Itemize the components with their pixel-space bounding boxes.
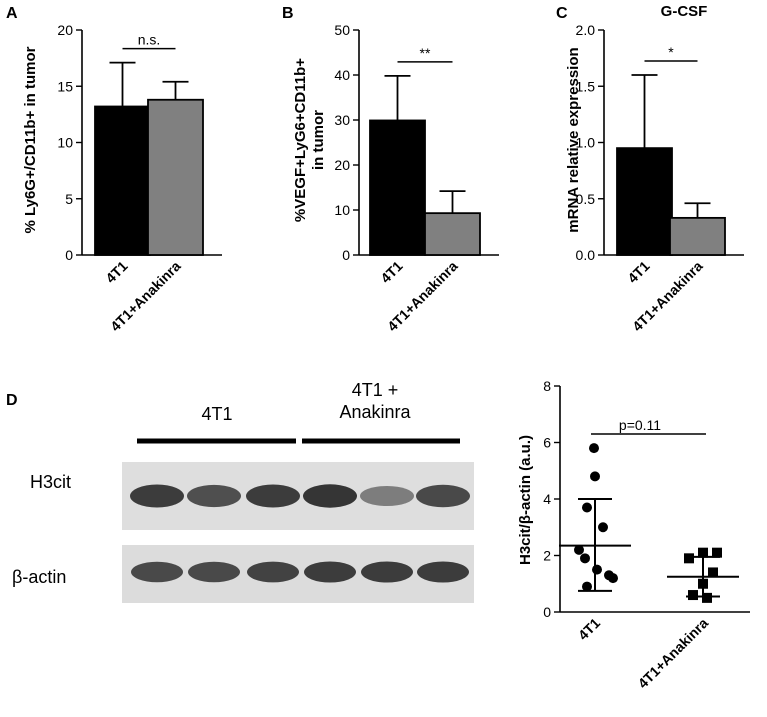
chart-c-title: G-CSF	[661, 3, 708, 20]
blot-row-label-actin: β-actin	[12, 567, 66, 587]
blot-band-h3cit	[246, 484, 300, 508]
chart-b-y-tick-label: 40	[334, 67, 350, 83]
chart-c-y-tick-label: 1.0	[576, 135, 596, 151]
chart-c-y-tick-label: 0.5	[576, 191, 596, 207]
blot-band-actin	[361, 561, 413, 583]
chart-b-y-axis-label-line2: in tumor	[310, 110, 327, 170]
chart-a-significance-label: n.s.	[138, 32, 161, 48]
chart-a-y-tick-label: 20	[57, 22, 73, 38]
blot-group-label-anakinra-line2: Anakinra	[339, 402, 411, 422]
chart-d-point-square	[684, 553, 694, 564]
chart-b-category-label: 4T1	[377, 258, 406, 287]
blot-band-actin	[304, 561, 356, 583]
chart-d-y-tick-label: 6	[543, 435, 551, 451]
chart-c-bar	[669, 216, 726, 256]
blot-band-h3cit	[416, 484, 470, 508]
chart-d-category-label: 4T1	[575, 615, 604, 644]
blot-band-h3cit	[130, 484, 184, 508]
chart-b-y-tick-label: 30	[334, 112, 350, 128]
chart-b-y-axis-label-line1: %VEGF+LyG6+CD11b+	[292, 58, 309, 222]
chart-b-bar	[424, 212, 481, 256]
chart-a-y-axis-label: % Ly6G+/CD11b+ in tumor	[22, 46, 39, 233]
blot-band-actin	[247, 561, 299, 583]
chart-d-point-circle	[589, 443, 599, 454]
chart-b-significance-label: **	[420, 45, 431, 61]
chart-d-point-circle	[592, 564, 602, 575]
blot-band-actin	[188, 561, 240, 583]
blot-band-h3cit	[303, 484, 357, 508]
chart-d-point-square	[702, 592, 712, 603]
chart-d-point-circle	[598, 522, 608, 533]
chart-b-y-tick-label: 0	[342, 247, 350, 263]
chart-d-point-square	[688, 590, 698, 601]
chart-b-y-tick-label: 50	[334, 22, 350, 38]
panel-label-a: A	[6, 5, 18, 22]
chart-d-point-circle	[580, 553, 590, 564]
blot-band-actin	[131, 561, 183, 583]
chart-c-y-tick-label: 1.5	[576, 78, 596, 94]
chart-d-y-tick-label: 4	[543, 491, 551, 507]
chart-a-y-tick-label: 5	[65, 191, 73, 207]
chart-a-category-label: 4T1	[102, 258, 131, 287]
chart-c-significance-label: *	[668, 44, 674, 60]
western-blot: 4T1 4T1 + Anakinra H3cit β-actin	[12, 380, 474, 603]
blot-band-h3cit	[187, 484, 241, 508]
chart-d-point-circle	[582, 502, 592, 513]
chart-d-point-circle	[590, 471, 600, 482]
chart-b-y-tick-label: 10	[334, 202, 350, 218]
chart-c-bar	[616, 147, 673, 256]
blot-group-label-anakinra-line1: 4T1 +	[352, 380, 399, 400]
blot-group-label-4t1: 4T1	[201, 404, 232, 424]
chart-c-y-tick-label: 2.0	[576, 22, 596, 38]
chart-d-point-square	[708, 567, 718, 578]
chart-a-y-tick-label: 15	[57, 78, 73, 94]
chart-c-category-label: 4T1	[624, 258, 653, 287]
blot-bands	[130, 484, 470, 583]
chart-d-point-circle	[582, 581, 592, 592]
chart-d-y-axis-label: H3cit/β-actin (a.u.)	[517, 435, 534, 565]
chart-b: 010203040504T14T1+Anakinra**%VEGF+LyG6+C…	[292, 22, 499, 334]
chart-d-category-label: 4T1+Anakinra	[635, 615, 712, 692]
chart-d-point-circle	[574, 544, 584, 555]
panel-label-b: B	[282, 5, 294, 22]
chart-d-point-circle	[608, 573, 618, 584]
chart-c-y-axis-label: mRNA relative expression	[565, 47, 582, 232]
chart-c-y-tick-label: 0.0	[576, 247, 596, 263]
chart-b-y-tick-label: 20	[334, 157, 350, 173]
chart-d-point-square	[712, 547, 722, 558]
chart-b-bar	[369, 119, 426, 256]
chart-a-y-tick-label: 10	[57, 135, 73, 151]
panel-label-d: D	[6, 392, 18, 409]
chart-a-bar	[147, 98, 204, 256]
blot-band-actin	[417, 561, 469, 583]
chart-a-bar	[94, 105, 151, 256]
chart-a-y-tick-label: 0	[65, 247, 73, 263]
blot-band-h3cit	[360, 485, 414, 507]
chart-d-annotation: p=0.11	[619, 417, 661, 433]
chart-d-y-tick-label: 0	[543, 604, 551, 620]
blot-row-label-h3cit: H3cit	[30, 472, 71, 492]
chart-d-y-tick-label: 2	[543, 548, 551, 564]
chart-d: 0 2 4 6 8 4T1 4T1+Anakinra p=0.11 H3cit/β-actin …	[517, 378, 750, 691]
panel-label-c: C	[556, 5, 568, 22]
chart-d-y-tick-label: 8	[543, 378, 551, 394]
chart-d-point-square	[698, 547, 708, 558]
